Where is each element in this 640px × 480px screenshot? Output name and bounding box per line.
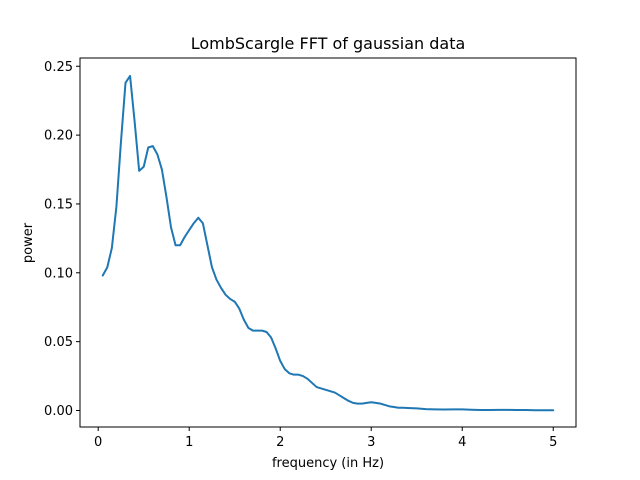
chart-title: LombScargle FFT of gaussian data (191, 34, 466, 53)
x-tick-label: 5 (549, 435, 557, 450)
y-tick-label: 0.25 (44, 60, 73, 75)
series-layer (101, 74, 555, 412)
x-tick-label: 4 (458, 435, 466, 450)
y-axis-label: power (21, 222, 36, 263)
y-tick-label: 0.10 (44, 266, 73, 281)
y-axis-ticks: 0.00 0.05 0.10 0.15 0.20 0.25 (44, 60, 80, 419)
x-axis-ticks: 0 1 2 3 4 5 (94, 427, 557, 450)
x-tick-label: 0 (94, 435, 102, 450)
series-line-0 (101, 74, 555, 412)
x-tick-label: 3 (367, 435, 375, 450)
y-tick-label: 0.05 (44, 335, 73, 350)
x-tick-label: 2 (276, 435, 284, 450)
plot-frame (79, 57, 577, 428)
x-tick-label: 1 (185, 435, 193, 450)
y-tick-label: 0.15 (44, 197, 73, 212)
y-tick-label: 0.00 (44, 404, 73, 419)
x-axis-label: frequency (in Hz) (272, 456, 384, 471)
y-tick-label: 0.20 (44, 129, 73, 144)
